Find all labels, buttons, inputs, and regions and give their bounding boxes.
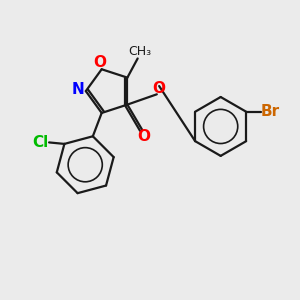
Text: CH₃: CH₃ [128, 46, 152, 59]
Text: O: O [152, 81, 165, 96]
Text: N: N [71, 82, 84, 97]
Text: O: O [94, 55, 107, 70]
Text: O: O [137, 129, 150, 144]
Text: Cl: Cl [32, 135, 48, 150]
Text: Br: Br [261, 103, 280, 118]
